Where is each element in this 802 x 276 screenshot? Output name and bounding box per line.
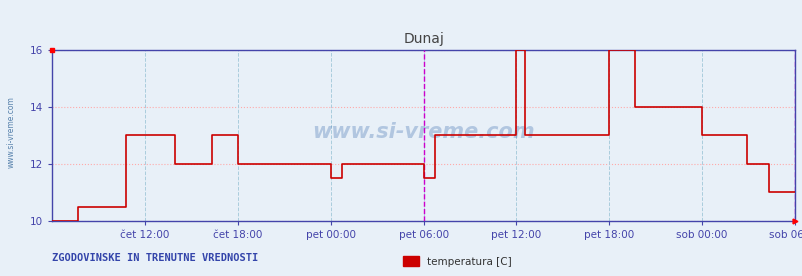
Text: www.si-vreme.com: www.si-vreme.com <box>312 122 534 142</box>
Title: Dunaj: Dunaj <box>403 32 444 46</box>
Text: ZGODOVINSKE IN TRENUTNE VREDNOSTI: ZGODOVINSKE IN TRENUTNE VREDNOSTI <box>52 253 258 263</box>
Legend: temperatura [C]: temperatura [C] <box>399 252 516 271</box>
Text: www.si-vreme.com: www.si-vreme.com <box>6 97 15 168</box>
